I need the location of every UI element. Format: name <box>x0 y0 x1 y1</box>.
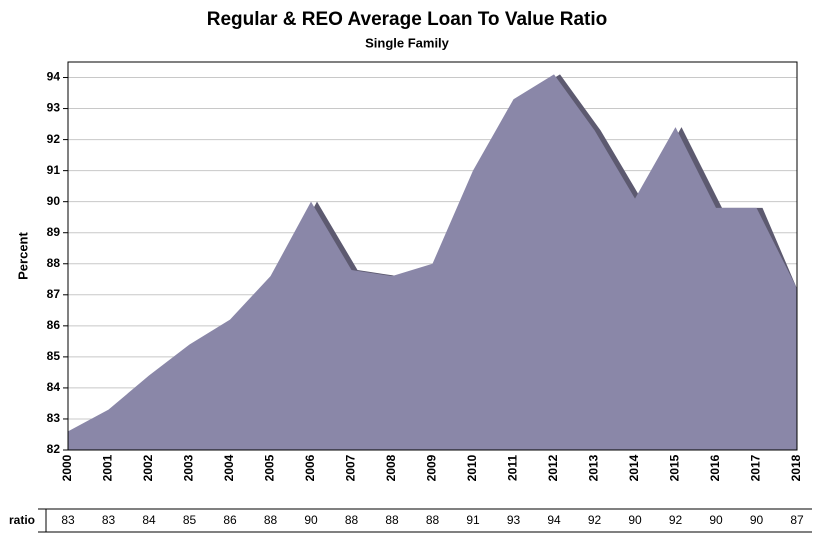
table-value: 92 <box>588 513 602 527</box>
x-tick-label: 2005 <box>263 454 277 481</box>
table-value: 93 <box>507 513 521 527</box>
x-tick-label: 2000 <box>60 454 74 481</box>
table-row-label: ratio <box>9 513 35 527</box>
y-tick-label: 84 <box>47 380 61 394</box>
y-tick-label: 94 <box>47 70 61 84</box>
x-tick-label: 2011 <box>506 455 520 481</box>
table-value: 84 <box>142 513 156 527</box>
y-tick-label: 88 <box>47 256 61 270</box>
y-tick-label: 82 <box>47 442 61 456</box>
x-tick-label: 2015 <box>668 454 682 481</box>
y-tick-label: 85 <box>47 349 61 363</box>
x-tick-label: 2008 <box>384 454 398 481</box>
table-value: 91 <box>466 513 480 527</box>
x-tick-label: 2013 <box>587 454 601 481</box>
x-tick-label: 2009 <box>425 454 439 481</box>
table-value: 83 <box>61 513 75 527</box>
y-tick-label: 86 <box>47 318 61 332</box>
chart-subtitle: Single Family <box>365 35 450 50</box>
x-tick-label: 2016 <box>708 454 722 481</box>
table-value: 90 <box>750 513 764 527</box>
x-tick-label: 2014 <box>627 454 641 481</box>
area <box>68 74 797 450</box>
x-tick-label: 2002 <box>141 454 155 481</box>
table-value: 88 <box>345 513 359 527</box>
y-axis-label: Percent <box>15 231 30 279</box>
x-tick-label: 2006 <box>303 454 317 481</box>
table-value: 92 <box>669 513 683 527</box>
x-tick-label: 2012 <box>546 454 560 481</box>
table-value: 87 <box>790 513 804 527</box>
table-value: 90 <box>304 513 318 527</box>
table-value: 85 <box>183 513 197 527</box>
table-value: 90 <box>628 513 642 527</box>
chart-title: Regular & REO Average Loan To Value Rati… <box>207 9 608 30</box>
x-tick-label: 2010 <box>465 454 479 481</box>
x-tick-label: 2003 <box>182 454 196 481</box>
y-tick-label: 90 <box>47 194 61 208</box>
y-tick-label: 91 <box>47 163 61 177</box>
table-value: 88 <box>385 513 399 527</box>
y-tick-label: 87 <box>47 287 61 301</box>
table-value: 90 <box>709 513 723 527</box>
x-tick-label: 2007 <box>344 454 358 481</box>
table-value: 83 <box>102 513 116 527</box>
x-tick-label: 2001 <box>101 454 115 481</box>
table-value: 86 <box>223 513 237 527</box>
y-tick-label: 92 <box>47 132 61 146</box>
y-tick-label: 93 <box>47 101 61 115</box>
y-tick-label: 89 <box>47 225 61 239</box>
y-tick-label: 83 <box>47 411 61 425</box>
table-value: 94 <box>547 513 561 527</box>
table-value: 88 <box>264 513 278 527</box>
x-tick-label: 2018 <box>789 454 803 481</box>
plot-frame <box>67 61 798 451</box>
x-tick-label: 2017 <box>749 454 763 481</box>
table-value: 88 <box>426 513 440 527</box>
x-tick-label: 2004 <box>222 454 236 481</box>
